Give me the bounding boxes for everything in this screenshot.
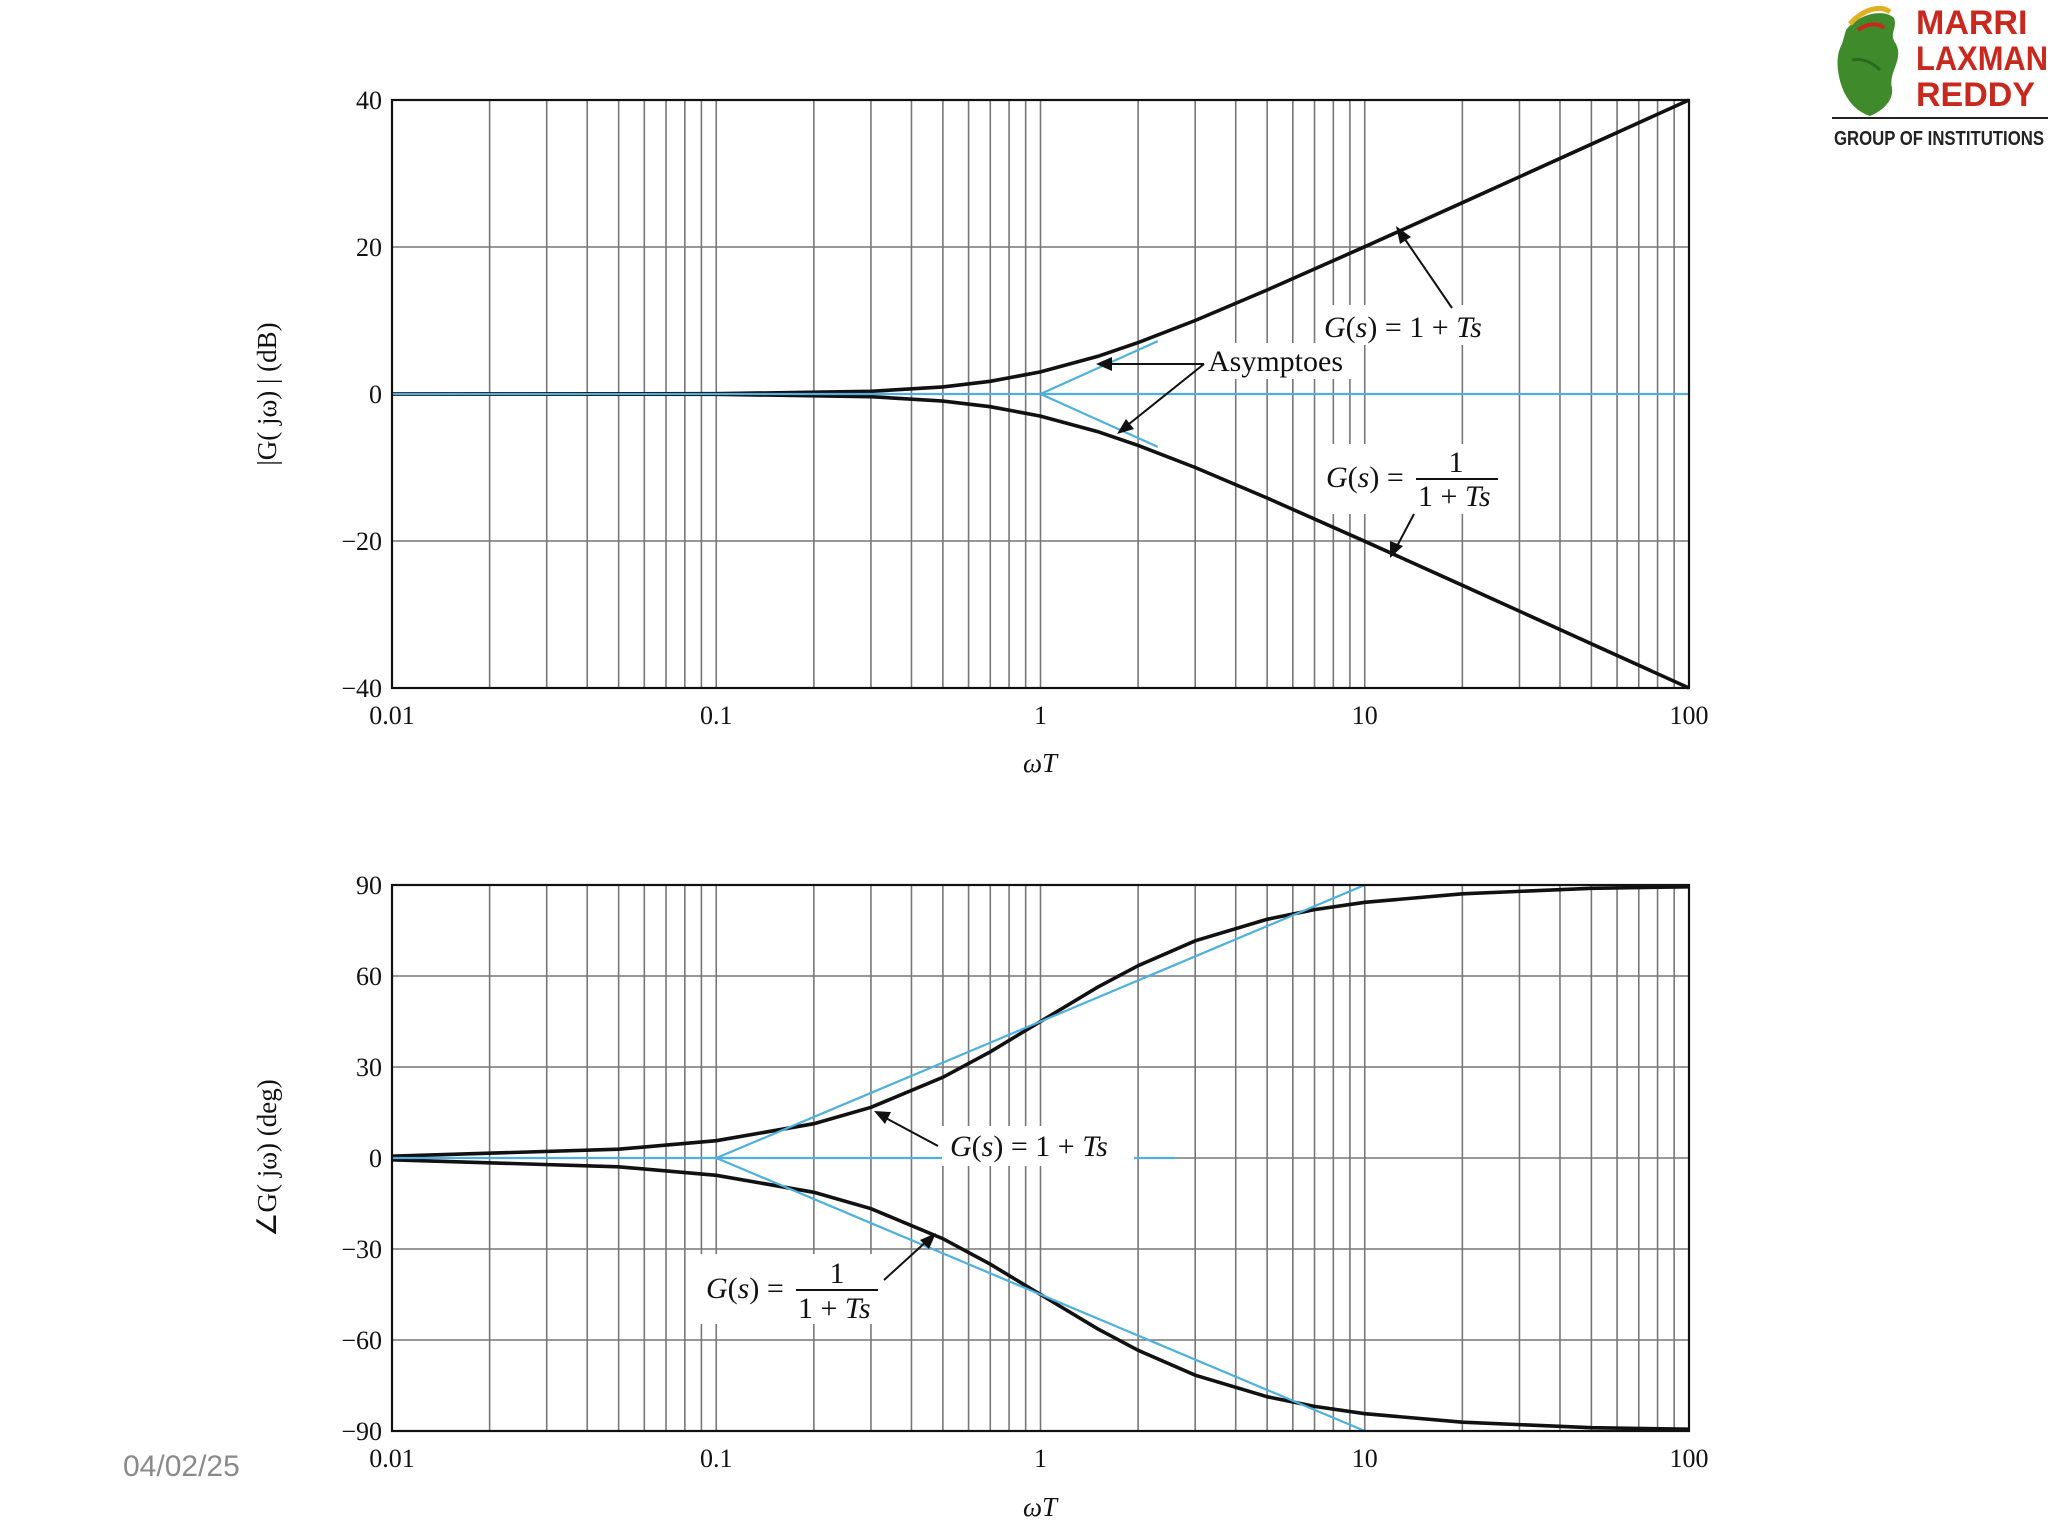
magnitude-asymptote-4 [1040, 392, 1159, 448]
mag-lower-den: 1 + Ts [1418, 480, 1491, 513]
magnitude-plot: 0.01 0.1 1 10 100 40 20 0 −20 −40 |G( jω) | (dB)… [252, 86, 1709, 778]
mag-lower-G: G [1326, 461, 1348, 494]
slide-date: 04/02/25 [123, 1450, 240, 1483]
phase-lower-den-one: 1 + [798, 1292, 845, 1325]
mag-upper-Ts: Ts [1456, 311, 1482, 344]
phase-asymptote-3 [715, 1156, 1366, 1433]
mag-upper-arrow [1399, 231, 1453, 309]
mag-lower-den-Ts: Ts [1465, 480, 1491, 513]
phase-upper-arrowhead [874, 1111, 891, 1124]
mag-lower-eq: ) = [1369, 461, 1403, 494]
phase-upper-paren: ( [972, 1130, 982, 1163]
phase-lower-den: 1 + Ts [798, 1292, 871, 1325]
magnitude-series [391, 98, 1690, 690]
phase-lower-eq: ) = [749, 1272, 783, 1305]
phase-lower-label: G(s) = [706, 1272, 784, 1305]
phase-lower-paren: ( [728, 1272, 738, 1305]
phase-asymptote-2 [392, 883, 1366, 1160]
mag-upper-arrowhead [1396, 226, 1411, 244]
phase-x-tick-label: 0.1 [700, 1444, 733, 1473]
magnitude-y-tick-label: 40 [356, 86, 382, 115]
asymptotes-label: Asymptoes [1208, 345, 1343, 378]
mag-lower-arrowhead [1390, 541, 1403, 558]
mag-upper-G: G [1324, 311, 1346, 344]
phase-x-ticks: 0.01 0.1 1 10 100 [369, 1444, 1708, 1473]
magnitude-y-tick-label: 0 [369, 380, 382, 409]
phase-y-tick-label: −30 [341, 1235, 382, 1264]
phase-upper-s: s [982, 1130, 994, 1163]
magnitude-x-tick-label: 1 [1034, 701, 1047, 730]
mag-lower-den-one: 1 + [1418, 480, 1465, 513]
magnitude-curve-0 [391, 98, 1690, 396]
magnitude-x-tick-label: 0.1 [700, 701, 733, 730]
phase-y-tick-label: 30 [356, 1053, 382, 1082]
phase-x-tick-label: 100 [1670, 1444, 1709, 1473]
magnitude-curve-1 [391, 392, 1690, 690]
logo-line2: LAXMAN [1916, 40, 2048, 78]
phase-y-tick-label: 90 [356, 871, 382, 900]
phase-x-label: ωT [1023, 1492, 1059, 1522]
phase-lower-arrow [883, 1239, 929, 1281]
magnitude-y-tick-label: 20 [356, 233, 382, 262]
phase-lower-den-Ts: Ts [845, 1292, 871, 1325]
phase-curve-1 [391, 1158, 1690, 1431]
phase-lower-G: G [706, 1272, 728, 1305]
mag-upper-label: G(s) = 1 + Ts [1324, 311, 1482, 344]
magnitude-frame [390, 98, 1691, 690]
magnitude-asymptote-3 [1040, 340, 1159, 396]
asymptotes-arrowhead-lower [1117, 419, 1134, 434]
phase-y-ticks: 90 60 30 0 −30 −60 −90 [341, 871, 382, 1446]
mag-lower-paren: ( [1348, 461, 1358, 494]
phase-upper-Ts: Ts [1082, 1130, 1108, 1163]
phase-y-tick-label: −90 [341, 1417, 382, 1446]
phase-upper-G: G [950, 1130, 972, 1163]
magnitude-y-tick-label: −40 [341, 674, 382, 703]
phase-upper-arrow [881, 1115, 939, 1147]
phase-y-tick-label: −60 [341, 1326, 382, 1355]
phase-y-tick-label: 60 [356, 962, 382, 991]
phase-upper-label: G(s) = 1 + Ts [950, 1130, 1108, 1163]
phase-lower-s: s [738, 1272, 750, 1305]
phase-lower-num: 1 [830, 1257, 845, 1290]
mag-upper-s: s [1356, 311, 1368, 344]
logo-line4: GROUP OF INSTITUTIONS [1834, 128, 2044, 150]
phase-upper-eq: ) = 1 + [993, 1130, 1082, 1163]
phase-lower-arrowhead [920, 1233, 936, 1249]
phase-curve-0 [391, 885, 1690, 1158]
phase-upper-label-bg [942, 1126, 1134, 1166]
magnitude-x-label: ωT [1023, 748, 1059, 778]
map-emblem-icon [1837, 6, 1899, 116]
logo-line1: MARRI [1916, 4, 2027, 42]
magnitude-y-ticks: 40 20 0 −20 −40 [341, 86, 382, 703]
phase-x-tick-label: 1 [1034, 1444, 1047, 1473]
magnitude-y-label: |G( jω) | (dB) [252, 322, 282, 465]
magnitude-x-tick-label: 10 [1352, 701, 1378, 730]
magnitude-x-tick-label: 0.01 [369, 701, 415, 730]
asymptotes-arrow-lower [1123, 363, 1205, 429]
mag-lower-s: s [1358, 461, 1370, 494]
mag-lower-num: 1 [1449, 446, 1464, 479]
mag-lower-label: G(s) = [1326, 461, 1404, 494]
asymptotes-label-bg [1206, 343, 1356, 379]
mag-lower-arrow [1395, 513, 1415, 549]
asymptotes-arrowhead-upper [1096, 357, 1112, 371]
mag-upper-label-bg [1318, 305, 1506, 345]
phase-x-tick-label: 10 [1352, 1444, 1378, 1473]
phase-x-tick-label: 0.01 [369, 1444, 415, 1473]
mag-upper-eq: ) = 1 + [1367, 311, 1456, 344]
magnitude-y-tick-label: −20 [341, 527, 382, 556]
mag-upper-paren: ( [1346, 311, 1356, 344]
institution-logo: MARRI LAXMAN REDDY GROUP OF INSTITUTIONS [1832, 4, 2048, 150]
phase-y-label: ∠G( jω) (deg) [252, 1079, 282, 1236]
magnitude-x-tick-label: 100 [1670, 701, 1709, 730]
magnitude-x-ticks: 0.01 0.1 1 10 100 [369, 701, 1708, 730]
logo-line3: REDDY [1916, 76, 2035, 114]
phase-y-tick-label: 0 [369, 1144, 382, 1173]
phase-frame [390, 883, 1691, 1433]
